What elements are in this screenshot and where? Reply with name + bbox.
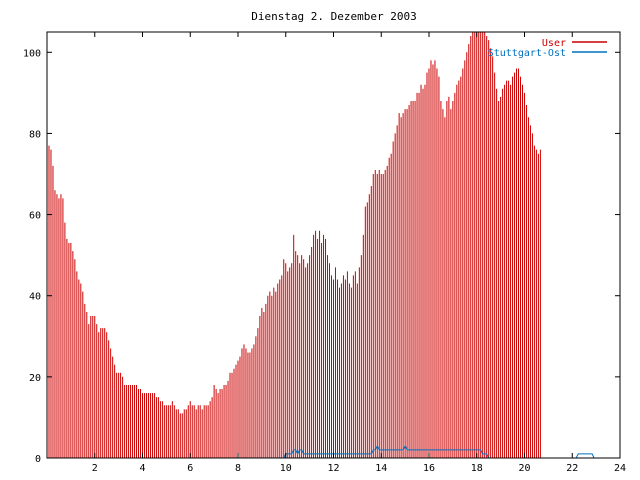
y-axis: 0 20 40 60 80 100: [23, 48, 620, 465]
x-tick-label: 16: [423, 463, 435, 474]
series-user-bars: [46, 32, 541, 458]
x-tick-label: 22: [566, 463, 578, 474]
x-tick-label: 6: [187, 463, 193, 474]
x-tick-label: 24: [614, 463, 626, 474]
x-tick-label: 10: [280, 463, 292, 474]
x-tick-label: 20: [518, 463, 530, 474]
x-tick-label: 8: [235, 463, 241, 474]
x-tick-label: 18: [471, 463, 483, 474]
y-tick-label: 80: [29, 129, 41, 140]
x-tick-label: 14: [375, 463, 387, 474]
legend: User Stuttgart-Ost: [488, 38, 607, 59]
x-tick-label: 2: [92, 463, 98, 474]
y-tick-label: 20: [29, 373, 41, 384]
x-axis: 2 4 6 8 10 12 14 16 18 20 22 24: [92, 32, 626, 474]
y-tick-label: 40: [29, 292, 41, 303]
x-tick-label: 4: [139, 463, 145, 474]
legend-label-user: User: [542, 38, 566, 49]
y-tick-label: 60: [29, 211, 41, 222]
chart-title: Dienstag 2. Dezember 2003: [251, 10, 417, 23]
y-tick-label: 0: [35, 454, 41, 465]
y-tick-label: 100: [23, 48, 41, 59]
legend-label-stuttgart-ost: Stuttgart-Ost: [488, 48, 566, 59]
x-tick-label: 12: [327, 463, 339, 474]
